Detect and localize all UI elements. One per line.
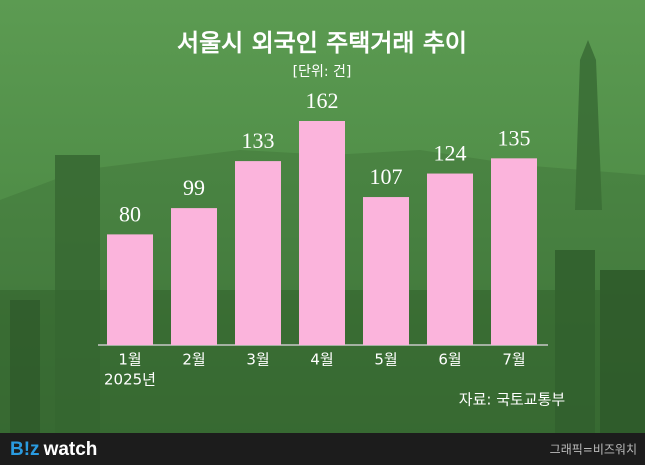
credit: 그래픽=비즈워치 <box>550 443 637 457</box>
x-tick-label: 2월 <box>182 351 205 369</box>
chart-title: 서울시 외국인 주택거래 추이 <box>177 29 467 57</box>
footer-bar <box>0 433 645 465</box>
logo-prefix: B!z <box>10 439 40 460</box>
chart-subtitle: [단위: 건] <box>293 64 352 80</box>
year-label: 2025년 <box>104 371 156 389</box>
bar <box>299 121 345 345</box>
logo-suffix: watch <box>43 439 98 460</box>
bar <box>235 161 281 345</box>
bar <box>171 208 217 345</box>
value-label: 80 <box>119 201 141 226</box>
logo: B!z watch <box>10 439 97 460</box>
value-label: 124 <box>434 141 467 166</box>
value-label: 133 <box>242 128 275 153</box>
source: 자료: 국토교통부 <box>459 391 566 409</box>
bar <box>491 158 537 345</box>
x-tick-label: 4월 <box>310 351 333 369</box>
x-tick-label: 7월 <box>502 351 525 369</box>
x-tick-label: 6월 <box>438 351 461 369</box>
bar <box>107 234 153 345</box>
x-tick-label: 1월 <box>118 351 141 369</box>
bar <box>363 197 409 345</box>
value-label: 99 <box>183 175 205 200</box>
x-tick-label: 3월 <box>246 351 269 369</box>
x-tick-label: 5월 <box>374 351 397 369</box>
value-label: 162 <box>306 88 339 113</box>
value-label: 107 <box>370 164 403 189</box>
value-label: 135 <box>498 125 531 150</box>
bar <box>427 173 473 345</box>
